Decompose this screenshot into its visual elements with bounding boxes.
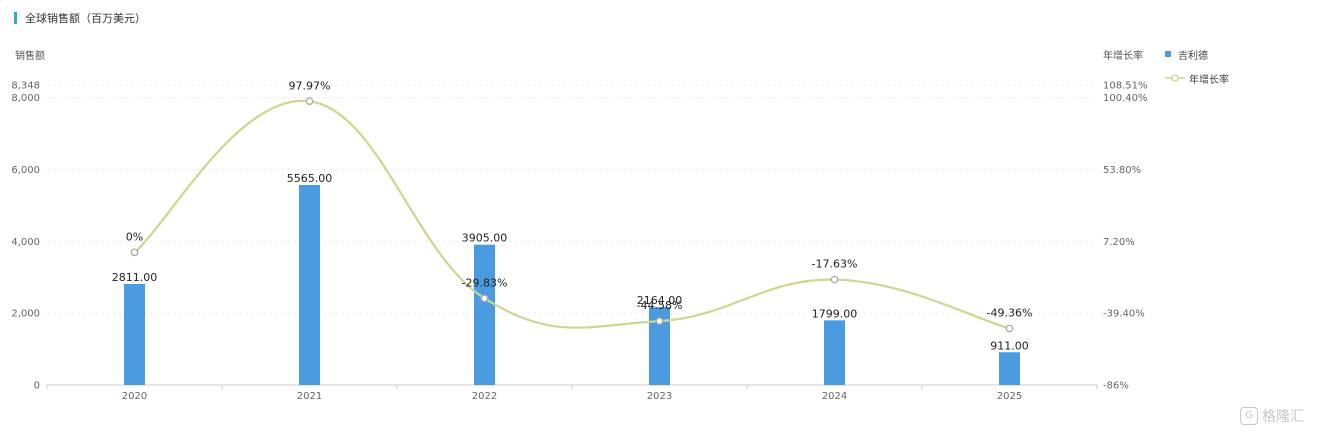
watermark-logo-icon: G [1240, 407, 1258, 425]
right-tick-label: -39.40% [1103, 309, 1145, 320]
bar [299, 185, 320, 385]
growth-point [130, 248, 139, 257]
left-tick-label: 4,000 [11, 237, 40, 248]
legend-item-line[interactable]: 年增长率 [1165, 71, 1229, 86]
legend-line-label: 年增长率 [1189, 74, 1229, 86]
growth-point [830, 275, 839, 284]
growth-point [305, 97, 314, 106]
left-tick-label: 6,000 [11, 165, 40, 176]
right-tick-label: 7.20% [1103, 237, 1135, 248]
x-tick-label: 2024 [822, 391, 847, 402]
legend: 吉利德 年增长率 [1165, 47, 1229, 95]
left-tick-label: 8,348 [11, 81, 40, 92]
bar-data-label: 2164.00 [637, 294, 683, 307]
growth-data-label: -49.36% [987, 306, 1033, 319]
bar-data-label: 2811.00 [112, 271, 158, 284]
watermark: G 格隆汇 [1240, 406, 1304, 426]
bar [999, 352, 1020, 385]
growth-data-label: 97.97% [289, 79, 331, 92]
bar-data-label: 3905.00 [462, 232, 508, 245]
right-tick-label: 108.51% [1103, 81, 1148, 92]
chart-title: 全球销售额（百万美元） [25, 12, 146, 25]
bar [824, 320, 845, 385]
x-tick-label: 2025 [997, 391, 1022, 402]
bar [124, 283, 145, 385]
legend-line-swatch [1165, 74, 1185, 82]
left-tick-label: 2,000 [11, 309, 40, 320]
x-tick-label: 2022 [472, 391, 497, 402]
bar [474, 244, 495, 385]
right-axis-title: 年增长率 [1103, 51, 1143, 62]
x-tick-label: 2020 [122, 391, 147, 402]
bar-data-label: 1799.00 [812, 307, 858, 320]
growth-data-label: 0% [126, 230, 143, 243]
left-tick-label: 0 [34, 381, 40, 392]
bar [649, 307, 670, 385]
growth-data-label: -17.63% [812, 258, 858, 271]
bar-data-label: 5565.00 [287, 172, 333, 185]
legend-bar-label: 吉利德 [1178, 50, 1208, 62]
bar-data-label: 911.00 [990, 339, 1029, 352]
growth-point [655, 317, 664, 325]
growth-point [480, 294, 489, 303]
left-tick-label: 8,000 [11, 93, 40, 104]
left-axis-title: 销售额 [15, 51, 45, 62]
right-tick-label: -86% [1103, 381, 1129, 392]
title-accent-bar [14, 12, 17, 24]
growth-data-label: -44.58% [637, 299, 683, 312]
right-tick-label: 100.40% [1103, 93, 1148, 104]
x-tick-label: 2021 [297, 391, 322, 402]
legend-bar-swatch [1165, 51, 1171, 57]
x-tick-label: 2023 [647, 391, 672, 402]
watermark-text: 格隆汇 [1262, 409, 1304, 425]
legend-item-bar[interactable]: 吉利德 [1165, 47, 1229, 62]
growth-rate-line [133, 99, 1010, 330]
growth-data-label: -29.83% [462, 276, 508, 289]
growth-point [1005, 324, 1014, 333]
right-tick-label: 53.80% [1103, 165, 1141, 176]
